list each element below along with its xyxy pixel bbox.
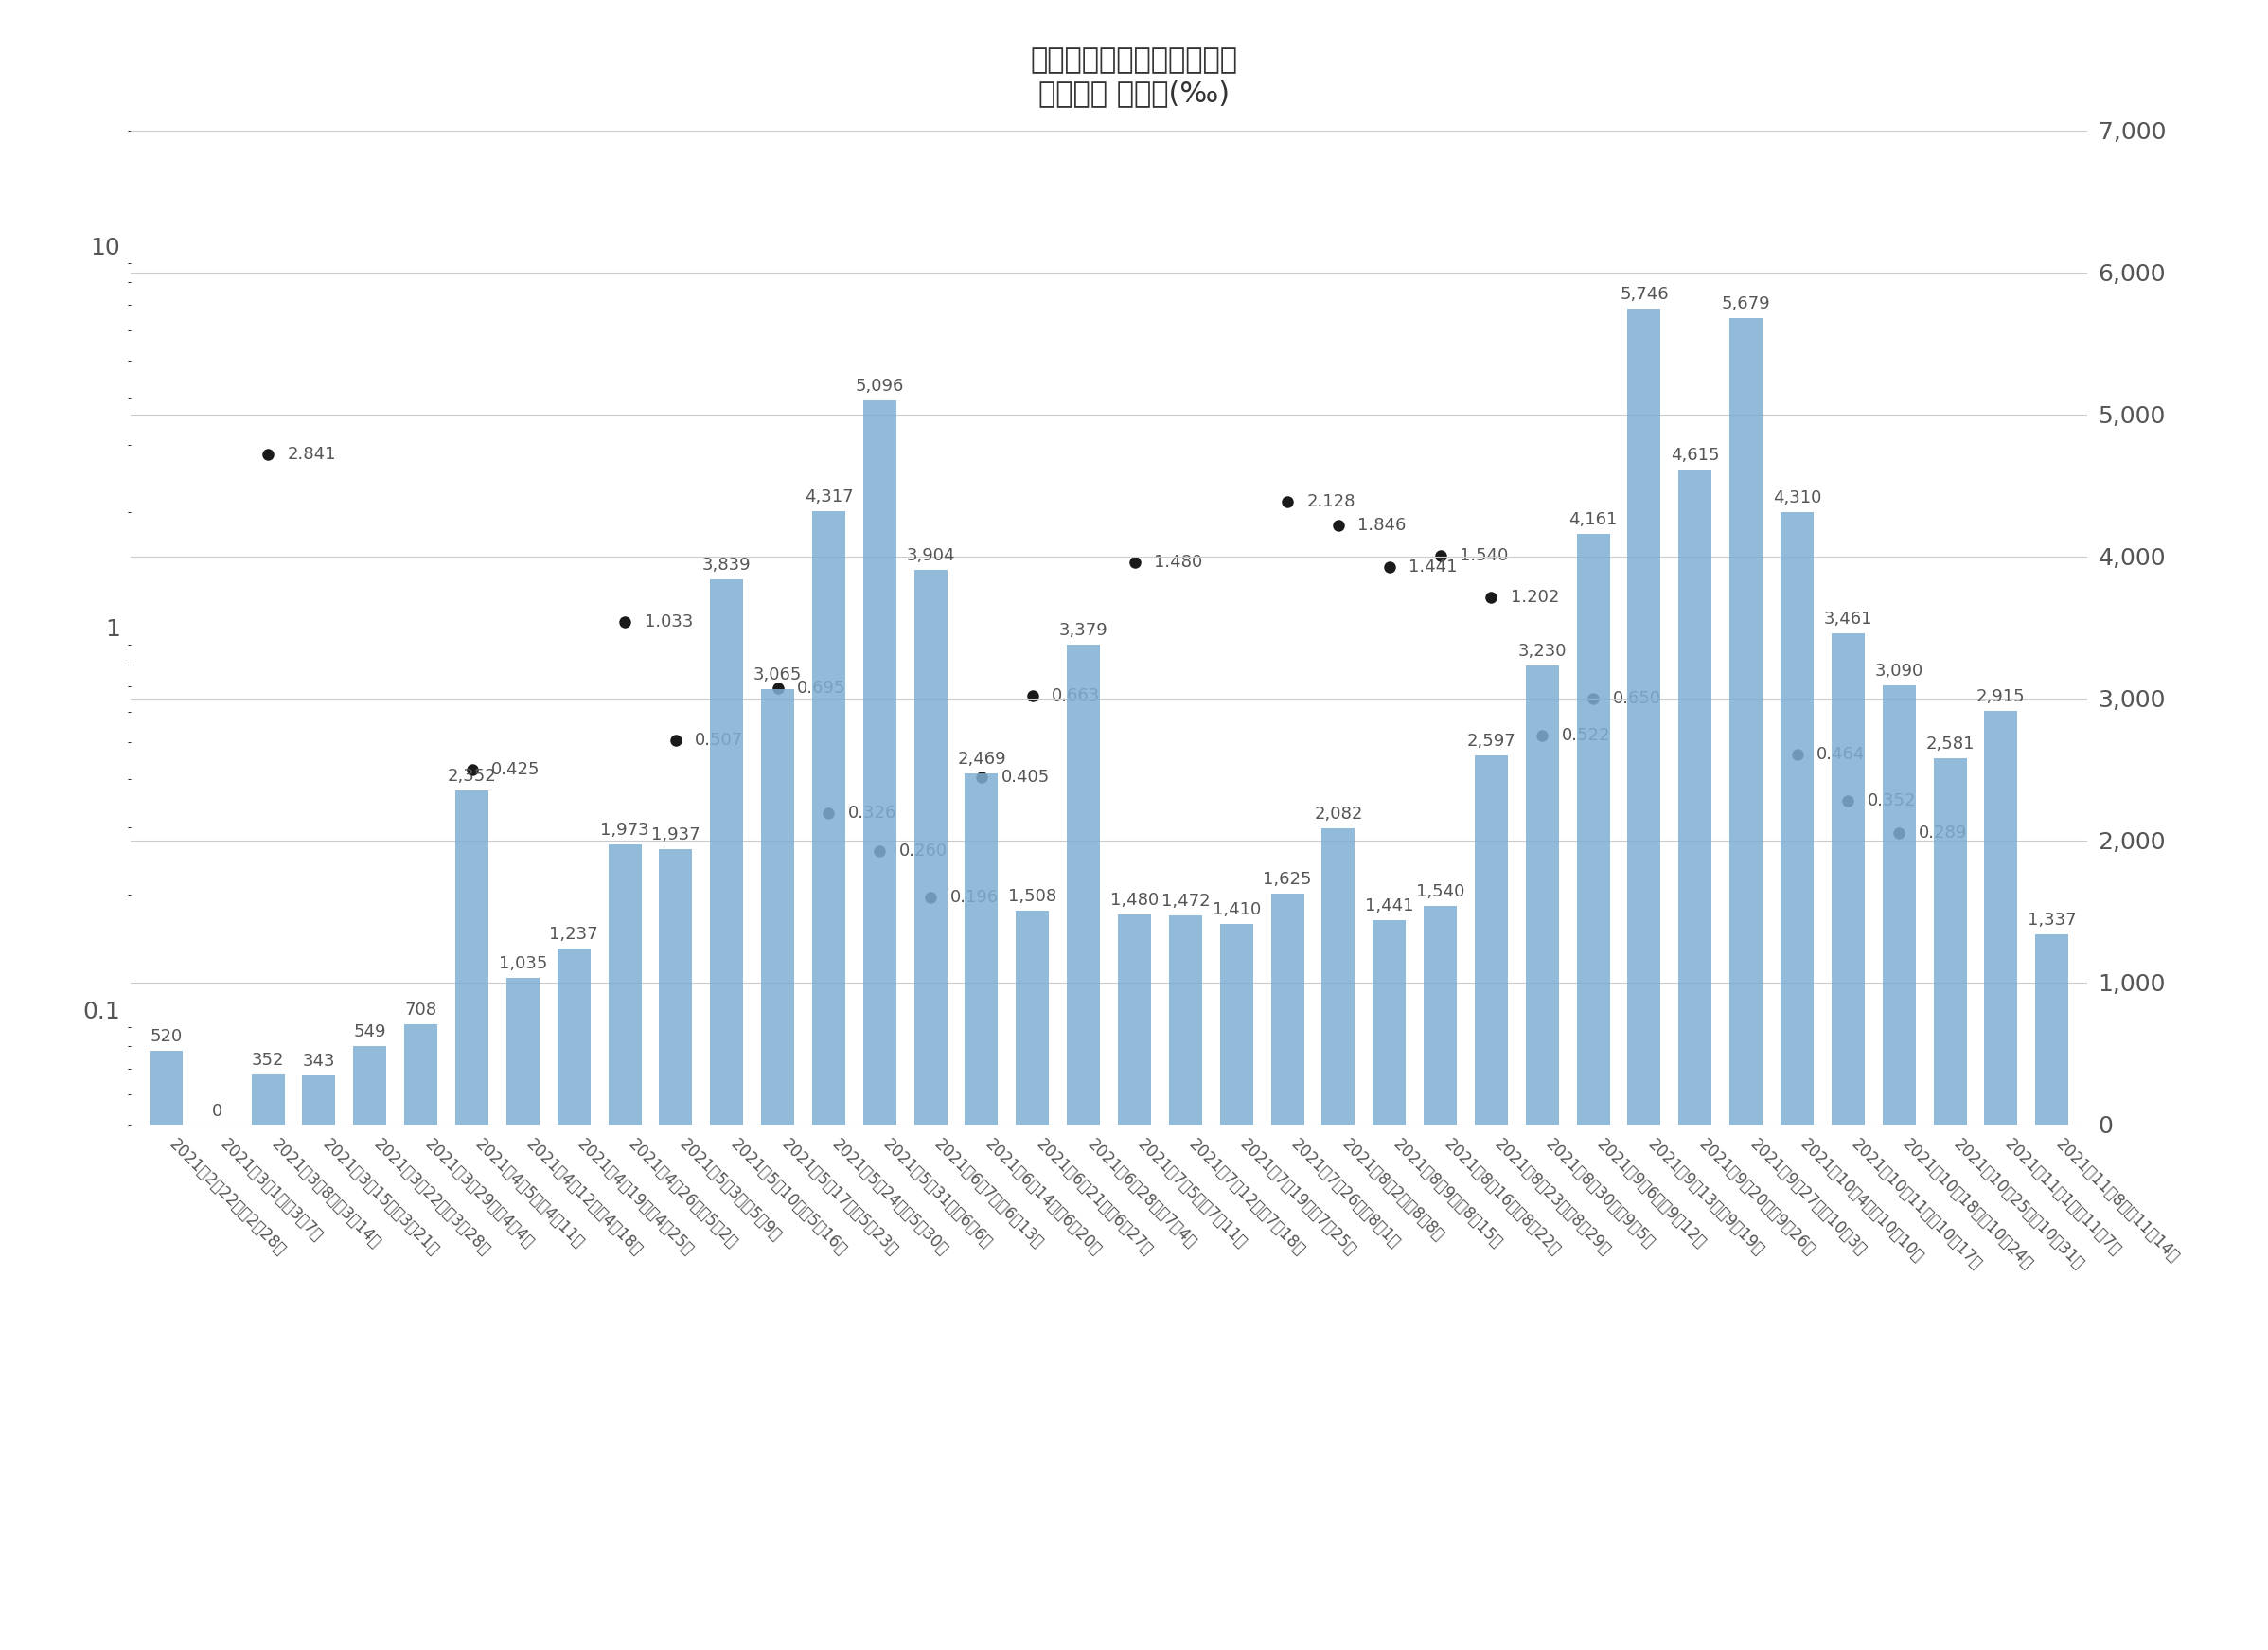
Bar xyxy=(1984,711,2019,1124)
Text: 5,679: 5,679 xyxy=(1721,295,1771,312)
Text: 2,469: 2,469 xyxy=(957,751,1007,769)
Text: 0.695: 0.695 xyxy=(796,680,846,696)
Text: 4,310: 4,310 xyxy=(1774,490,1821,507)
Bar xyxy=(506,977,540,1124)
Bar xyxy=(404,1025,438,1124)
Text: 343: 343 xyxy=(302,1053,336,1069)
Bar xyxy=(1678,469,1712,1124)
Text: 0.260: 0.260 xyxy=(898,843,948,860)
Text: 549: 549 xyxy=(354,1023,386,1041)
Bar xyxy=(762,690,794,1124)
Text: 352: 352 xyxy=(252,1051,284,1069)
Text: 2,352: 2,352 xyxy=(447,767,497,785)
Text: 1,472: 1,472 xyxy=(1161,893,1209,909)
Bar xyxy=(456,790,488,1124)
Text: 708: 708 xyxy=(404,1002,438,1018)
Bar xyxy=(1576,533,1610,1124)
Bar xyxy=(1118,914,1152,1124)
Text: 1,625: 1,625 xyxy=(1263,871,1311,888)
Text: 2.841: 2.841 xyxy=(288,446,336,462)
Bar xyxy=(1628,309,1660,1124)
Bar xyxy=(1882,686,1916,1124)
Text: 0.663: 0.663 xyxy=(1052,686,1100,705)
Text: 5,746: 5,746 xyxy=(1619,285,1669,304)
Bar xyxy=(150,1051,184,1124)
Text: 3,379: 3,379 xyxy=(1059,622,1109,639)
Bar xyxy=(1220,924,1252,1124)
Text: 1,337: 1,337 xyxy=(2028,912,2077,929)
Text: 0.196: 0.196 xyxy=(950,889,998,906)
Text: 0: 0 xyxy=(211,1104,222,1120)
Bar xyxy=(1780,513,1814,1124)
Text: 0.425: 0.425 xyxy=(492,761,540,777)
Bar xyxy=(1270,894,1304,1124)
Text: 1,035: 1,035 xyxy=(499,955,547,972)
Text: 3,904: 3,904 xyxy=(907,548,955,564)
Bar xyxy=(1932,757,1966,1124)
Bar xyxy=(1474,756,1508,1124)
Text: 1,508: 1,508 xyxy=(1009,888,1057,904)
Bar xyxy=(1322,828,1354,1124)
Bar xyxy=(1526,665,1558,1124)
Text: 1.480: 1.480 xyxy=(1154,554,1202,571)
Text: 0.650: 0.650 xyxy=(1613,690,1660,708)
Bar xyxy=(608,845,642,1124)
Bar xyxy=(1730,318,1762,1124)
Text: 4,161: 4,161 xyxy=(1569,512,1617,528)
Text: 1,237: 1,237 xyxy=(549,926,599,944)
Bar xyxy=(302,1076,336,1124)
Text: 4,615: 4,615 xyxy=(1672,447,1719,464)
Text: 520: 520 xyxy=(150,1028,181,1044)
Bar xyxy=(710,579,744,1124)
Text: 0.464: 0.464 xyxy=(1817,746,1864,764)
Text: 1.033: 1.033 xyxy=(644,614,692,630)
Text: 1.202: 1.202 xyxy=(1510,589,1560,606)
Text: 神奈川県 陽性率(‰): 神奈川県 陽性率(‰) xyxy=(1039,79,1229,107)
Text: 4,317: 4,317 xyxy=(805,488,853,507)
Bar xyxy=(1424,906,1456,1124)
Text: 5,096: 5,096 xyxy=(855,378,905,394)
Text: 1,937: 1,937 xyxy=(651,827,701,843)
Bar xyxy=(558,949,590,1124)
Text: 0.289: 0.289 xyxy=(1919,825,1966,842)
Bar xyxy=(252,1074,284,1124)
Text: 2,581: 2,581 xyxy=(1926,736,1975,752)
Bar xyxy=(1833,634,1864,1124)
Text: 1.441: 1.441 xyxy=(1408,558,1458,576)
Text: 2.128: 2.128 xyxy=(1306,493,1356,510)
Bar xyxy=(914,569,948,1124)
Text: 3,065: 3,065 xyxy=(753,667,803,683)
Bar xyxy=(864,401,896,1124)
Text: 0.507: 0.507 xyxy=(694,731,744,749)
Text: 0.405: 0.405 xyxy=(1000,769,1050,785)
Text: 0.326: 0.326 xyxy=(848,805,896,822)
Bar xyxy=(1168,916,1202,1124)
Bar xyxy=(964,774,998,1124)
Text: 2,915: 2,915 xyxy=(1975,688,2025,705)
Bar xyxy=(812,512,846,1124)
Bar xyxy=(660,850,692,1124)
Text: 1,410: 1,410 xyxy=(1211,901,1261,919)
Bar xyxy=(1016,911,1050,1124)
Text: 内閣官房モニタリング検査: 内閣官房モニタリング検査 xyxy=(1030,46,1238,74)
Text: 1,540: 1,540 xyxy=(1415,883,1465,899)
Text: 1,441: 1,441 xyxy=(1365,898,1413,914)
Text: 0.352: 0.352 xyxy=(1867,792,1916,809)
Bar xyxy=(1066,645,1100,1124)
Text: 3,461: 3,461 xyxy=(1823,610,1873,627)
Text: 2,082: 2,082 xyxy=(1313,807,1363,823)
Text: 1.540: 1.540 xyxy=(1461,548,1508,564)
Text: 3,090: 3,090 xyxy=(1876,663,1923,680)
Text: 1,480: 1,480 xyxy=(1111,891,1159,909)
Bar xyxy=(354,1046,386,1124)
Bar xyxy=(1372,919,1406,1124)
Text: 1,973: 1,973 xyxy=(601,822,649,838)
Text: 1.846: 1.846 xyxy=(1359,516,1406,535)
Text: 3,839: 3,839 xyxy=(703,556,751,574)
Bar xyxy=(2034,934,2068,1124)
Text: 2,597: 2,597 xyxy=(1467,733,1515,751)
Text: 3,230: 3,230 xyxy=(1517,644,1567,660)
Text: 0.522: 0.522 xyxy=(1563,726,1610,744)
